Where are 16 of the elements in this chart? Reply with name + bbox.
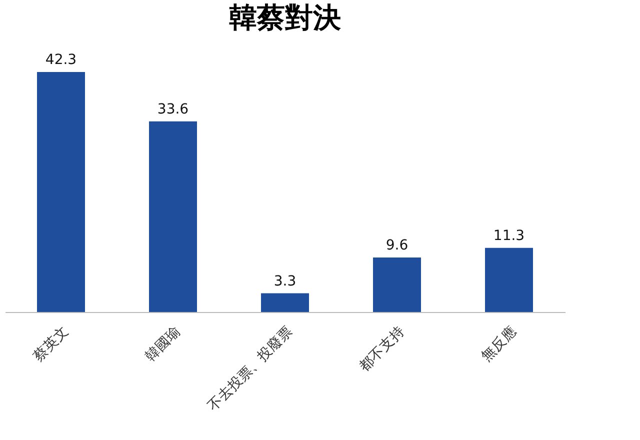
bar bbox=[485, 248, 533, 312]
data-label: 33.6 bbox=[157, 101, 189, 118]
chart-title: 韓蔡對決 bbox=[229, 1, 341, 34]
bar bbox=[373, 258, 421, 312]
data-label: 9.6 bbox=[386, 238, 408, 254]
x-tick-label: 無反應 bbox=[478, 324, 520, 365]
x-tick-label: 韓國瑜 bbox=[142, 324, 184, 365]
bar bbox=[149, 121, 197, 312]
x-tick-label: 都不支持 bbox=[356, 324, 408, 375]
x-tick-label: 蔡英文 bbox=[30, 324, 72, 365]
data-label: 42.3 bbox=[45, 52, 77, 68]
data-label: 11.3 bbox=[493, 228, 525, 244]
bar bbox=[37, 72, 85, 312]
x-tick-label: 不去投票、投廢票 bbox=[205, 324, 296, 414]
data-label: 3.3 bbox=[274, 273, 296, 290]
bar bbox=[261, 293, 309, 312]
